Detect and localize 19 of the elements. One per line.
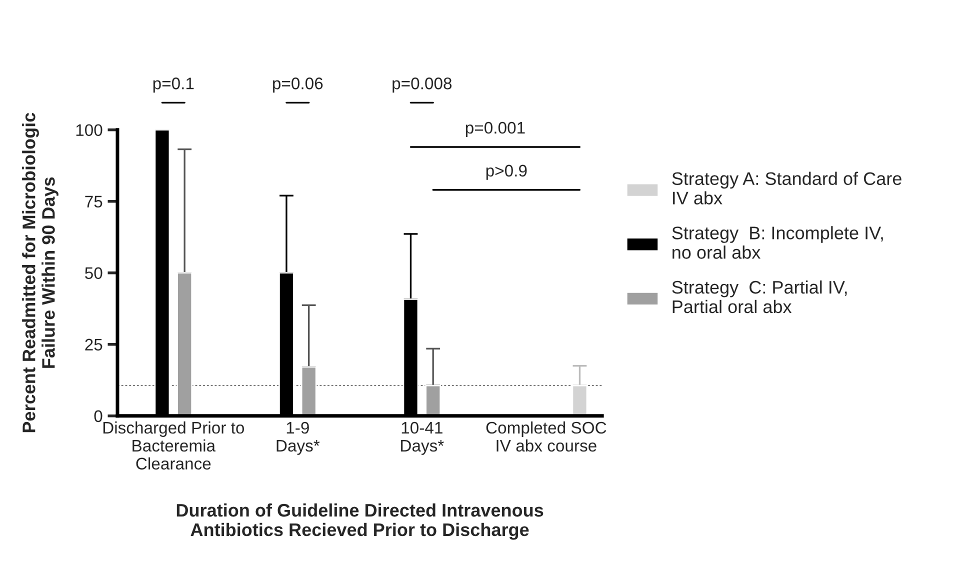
y-tick-label: 100	[76, 124, 102, 136]
y-tick-label: 0	[94, 410, 102, 422]
x-tick-label: Completed SOC IV abx course	[486, 421, 606, 452]
y-axis-title: Percent Readmitted for Microbiologic Failure Within 90 Days	[22, 112, 58, 432]
legend-label: Strategy A: Standard of Care IV abx	[672, 172, 902, 204]
y-tick-label: 75	[85, 196, 102, 208]
x-tick-label: 10-41 Days*	[401, 422, 444, 455]
annotation: p>0.9	[486, 164, 527, 180]
text: p=0.06	[273, 78, 323, 93]
annotation: p=0.001	[466, 122, 525, 137]
x-axis-title: Duration of Guideline Directed Intravenous Antibiotics Recieved Prior to Discharge	[176, 503, 544, 540]
x-tick-label: 1-9 Days*	[276, 422, 320, 455]
text: p=0.1	[153, 78, 194, 93]
legend-label: Strategy C: Partial IV, Partial oral abx	[672, 280, 847, 314]
y-tick-label: 25	[85, 338, 102, 351]
x-tick-label: Discharged Prior to Bacteremia Clearance	[103, 421, 244, 470]
y-tick-label: 50	[85, 267, 102, 280]
legend-label: Strategy B: Incomplete IV, no oral abx	[672, 226, 883, 259]
text: p=0.008	[392, 78, 452, 93]
